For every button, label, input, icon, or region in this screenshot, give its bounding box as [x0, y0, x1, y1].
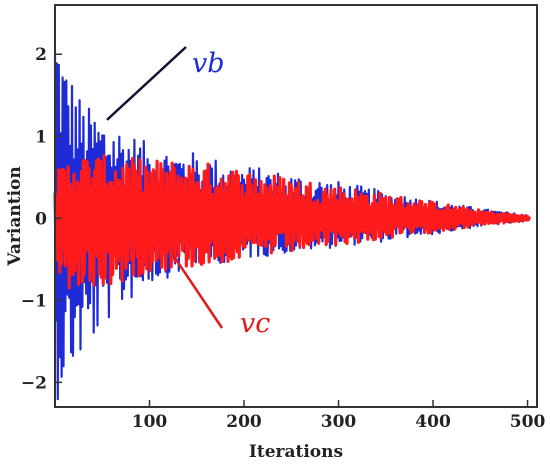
- annotation-vc-label: vc: [240, 308, 270, 339]
- x-tick-label: 500: [510, 412, 546, 432]
- axis-ticks: 100 200 300 400 500 −2 −1 0 1 2: [21, 45, 546, 432]
- plot-area: [53, 52, 531, 401]
- annotation-vc-leader: [172, 254, 224, 329]
- x-tick-label: 400: [415, 412, 451, 432]
- x-axis-label: Iterations: [249, 442, 343, 462]
- y-tick-label: −1: [21, 291, 47, 311]
- y-tick-label: −2: [21, 373, 47, 393]
- y-tick-label: 1: [35, 127, 47, 147]
- annotations: vb vc: [106, 46, 270, 339]
- y-tick-label: 0: [35, 209, 47, 229]
- plot-frame: [54, 4, 538, 408]
- annotation-vb-label: vb: [192, 48, 225, 79]
- series-vc-line: [53, 154, 531, 290]
- x-tick-label: 200: [226, 412, 262, 432]
- x-tick-label: 300: [321, 412, 357, 432]
- y-axis-label: Variantion: [5, 166, 25, 266]
- x-tick-label: 100: [132, 412, 168, 432]
- annotation-vb-leader: [106, 46, 187, 121]
- y-tick-label: 2: [35, 45, 47, 65]
